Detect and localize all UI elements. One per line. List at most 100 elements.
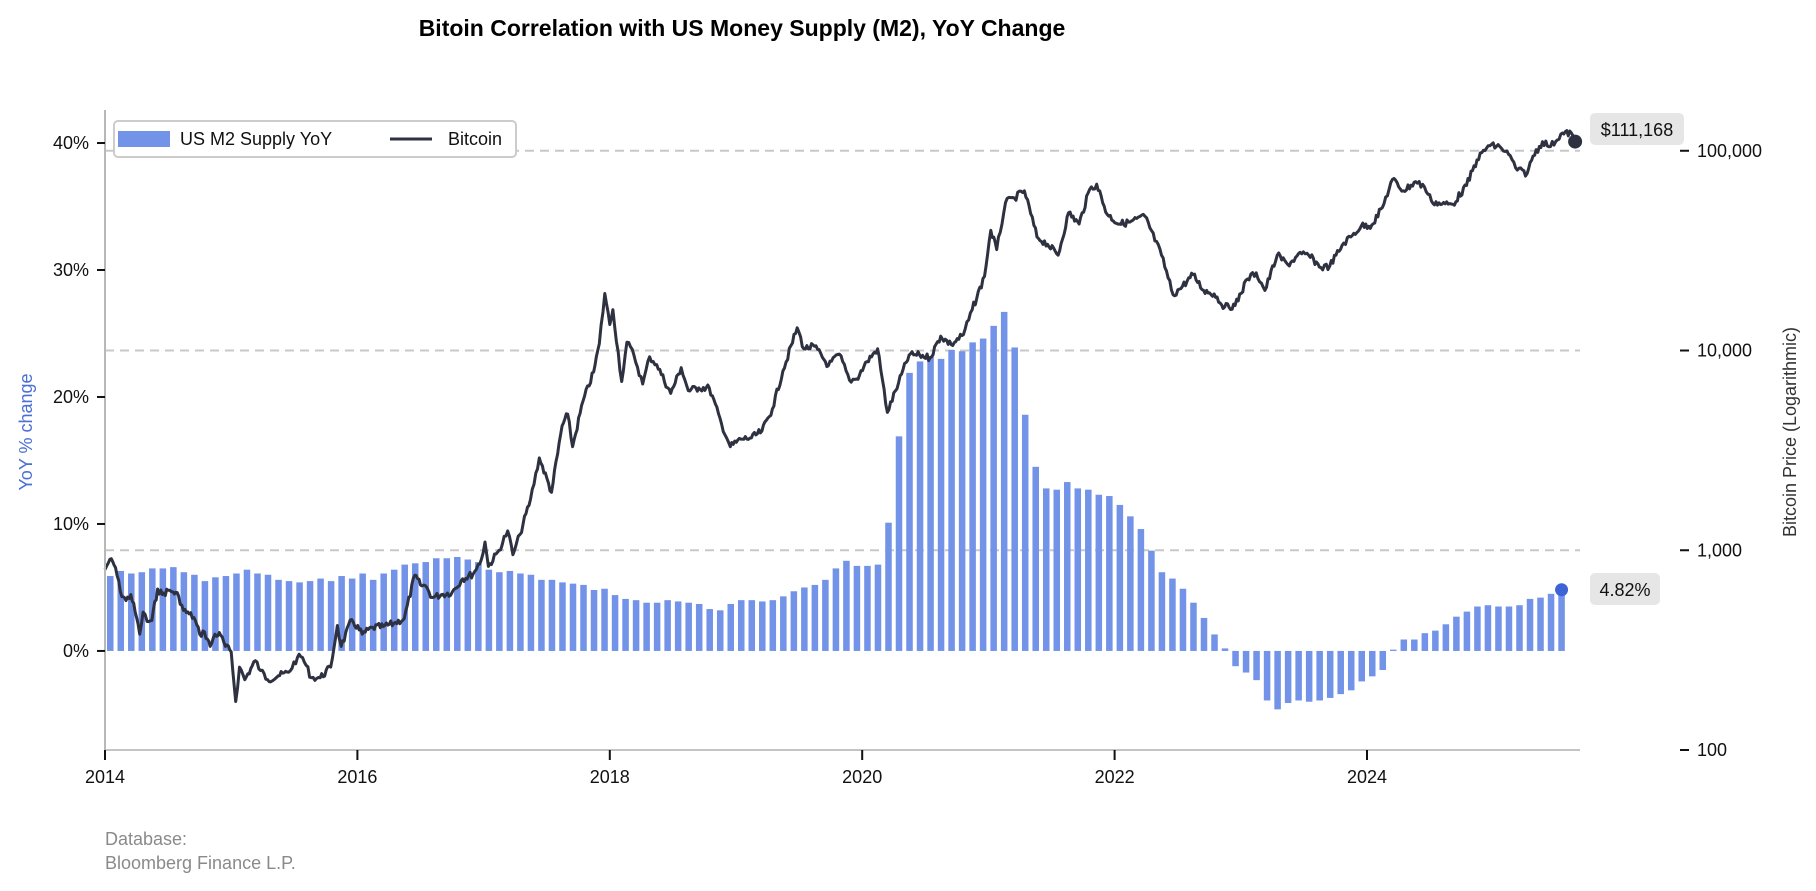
m2-bar (296, 582, 303, 651)
m2-bar (895, 436, 903, 651)
x-tick-label: 2016 (337, 767, 377, 787)
m2-bar (1169, 578, 1176, 651)
m2-bar (1106, 496, 1113, 651)
m2-bar (822, 579, 829, 651)
m2-bar (811, 584, 819, 651)
m2-bar (590, 590, 598, 651)
m2-bar (128, 573, 135, 651)
m2-bar (1305, 650, 1313, 702)
m2-bar (1337, 650, 1344, 695)
right-tick-label: 100,000 (1697, 141, 1762, 161)
m2-bar (790, 591, 798, 651)
x-axis-ticks: 2014 2016 2018 2020 2022 2024 (85, 750, 1387, 787)
m2-bar (1547, 593, 1555, 651)
m2-bar (454, 556, 461, 651)
m2-bar (1284, 650, 1292, 704)
m2-bar (664, 600, 671, 651)
m2-bar (201, 581, 209, 651)
m2-bar (727, 603, 734, 651)
bitcoin-last-point (1568, 134, 1583, 149)
m2-bar (1221, 648, 1229, 651)
m2-bar (1358, 650, 1365, 682)
legend-label-bitcoin: Bitcoin (448, 129, 502, 149)
m2-bar (1495, 606, 1502, 651)
m2-bar (1211, 634, 1218, 651)
m2-bar (496, 572, 503, 651)
m2-bar (1000, 311, 1008, 651)
m2-bar (979, 338, 987, 651)
right-tick-label: 100 (1697, 740, 1727, 760)
m2-last-value-annotation: 4.82% (1555, 573, 1660, 605)
left-tick-label: 0% (63, 641, 89, 661)
m2-bars (107, 311, 1565, 710)
m2-bar (1526, 598, 1534, 651)
m2-bar (107, 576, 114, 651)
m2-bar (769, 600, 777, 651)
m2-bar (1326, 650, 1334, 698)
m2-bar (348, 578, 356, 651)
bitcoin-last-value-annotation: $111,168 (1568, 113, 1684, 149)
legend-label-m2: US M2 Supply YoY (180, 129, 332, 149)
chart-title: Bitoin Correlation with US Money Supply … (419, 15, 1066, 41)
m2-bar (159, 568, 167, 651)
m2-bar (538, 579, 545, 651)
m2-bar (685, 602, 692, 651)
m2-bar (1032, 466, 1039, 651)
m2-bar (1379, 650, 1387, 670)
m2-bar (1400, 639, 1408, 651)
m2-bar (1421, 633, 1429, 651)
m2-bar (1316, 650, 1323, 701)
m2-bar (1537, 597, 1544, 651)
bitcoin-line (103, 129, 1577, 703)
m2-bar (422, 562, 430, 651)
m2-bar (927, 356, 934, 651)
m2-bar (653, 602, 661, 651)
m2-bar (212, 577, 219, 651)
m2-bar (443, 558, 451, 651)
m2-bar (1474, 606, 1481, 651)
m2-bar (548, 579, 556, 651)
m2-bar (1053, 489, 1061, 651)
legend: US M2 Supply YoY Bitcoin (113, 120, 517, 158)
m2-bar (958, 351, 966, 651)
x-tick-label: 2020 (842, 767, 882, 787)
m2-bar (1369, 650, 1376, 677)
m2-bar (1463, 611, 1471, 651)
m2-bar (506, 570, 514, 651)
m2-bar (1484, 605, 1492, 651)
m2-bar (832, 568, 840, 651)
left-axis-ticks: 0% 10% 20% 30% 40% (53, 133, 105, 661)
legend-box (113, 120, 517, 158)
m2-bar (1263, 650, 1271, 701)
x-tick-label: 2022 (1095, 767, 1135, 787)
m2-bar (969, 342, 976, 651)
m2-badge (1590, 573, 1660, 605)
m2-bar (1232, 650, 1239, 667)
m2-bar (1442, 624, 1450, 651)
m2-bar (275, 579, 282, 651)
m2-bar (916, 361, 924, 651)
x-tick-label: 2024 (1347, 767, 1387, 787)
m2-bar (1095, 494, 1103, 651)
m2-bar (695, 603, 703, 651)
source-line-2: Bloomberg Finance L.P. (105, 853, 296, 873)
right-tick-label: 10,000 (1697, 341, 1752, 361)
m2-bar (1200, 617, 1208, 651)
m2-bar (780, 596, 787, 651)
left-axis-label: YoY % change (16, 373, 36, 490)
m2-bar (864, 565, 871, 651)
m2-bar (475, 562, 482, 651)
m2-bar (706, 609, 713, 651)
m2-bar (170, 567, 177, 651)
m2-bar (359, 573, 366, 651)
m2-bar (885, 522, 892, 651)
m2-bar (874, 564, 882, 651)
m2-bar (1274, 650, 1281, 710)
m2-bar (1085, 489, 1092, 651)
right-axis-ticks: 100 1,000 10,000 100,000 (1680, 141, 1762, 760)
left-tick-label: 10% (53, 514, 89, 534)
m2-bar (1516, 605, 1523, 651)
m2-bar (906, 372, 913, 651)
m2-bar (1432, 630, 1439, 651)
m2-last-point (1555, 583, 1569, 597)
